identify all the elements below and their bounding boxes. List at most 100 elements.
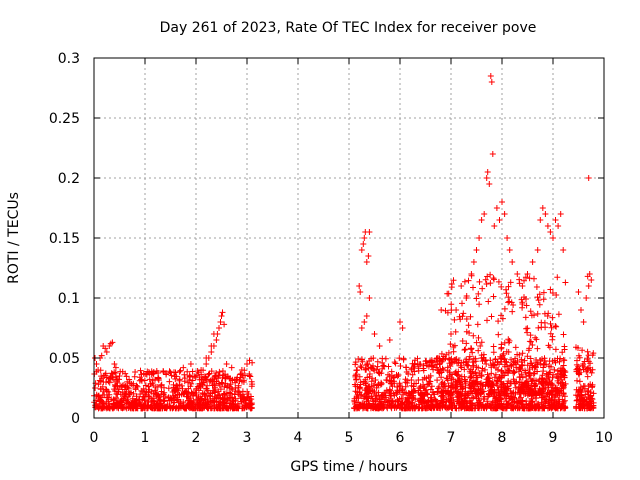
data-point — [391, 378, 398, 385]
data-point — [560, 385, 567, 392]
data-point — [482, 276, 489, 283]
data-point — [500, 350, 507, 357]
data-point — [410, 388, 417, 395]
data-point — [536, 376, 543, 383]
data-point — [371, 404, 378, 410]
data-point — [166, 368, 173, 375]
data-point — [232, 384, 239, 391]
data-point — [385, 371, 391, 378]
data-point — [415, 405, 422, 412]
data-point — [552, 359, 559, 366]
data-point — [491, 276, 497, 283]
data-point — [519, 283, 526, 289]
data-point — [453, 371, 460, 378]
data-point — [109, 403, 116, 410]
data-point — [544, 223, 551, 229]
data-point — [494, 377, 500, 384]
data-point — [366, 295, 373, 301]
data-point — [229, 386, 236, 393]
data-point — [590, 350, 597, 357]
data-point — [97, 385, 104, 392]
data-point — [386, 337, 393, 343]
x-tick-label: 6 — [396, 430, 405, 446]
data-point — [487, 383, 494, 390]
data-point — [385, 363, 392, 370]
data-point — [354, 405, 361, 412]
data-point — [506, 395, 513, 402]
data-point — [391, 403, 398, 410]
data-point — [107, 375, 114, 382]
data-point — [510, 394, 517, 401]
data-point — [380, 362, 387, 369]
data-point — [213, 398, 220, 405]
data-point — [152, 387, 158, 394]
data-point — [474, 321, 481, 328]
data-point — [515, 389, 521, 396]
data-point — [577, 405, 583, 411]
data-point — [198, 367, 205, 373]
data-point — [541, 390, 547, 397]
data-point — [509, 259, 516, 265]
data-point — [551, 366, 558, 373]
data-point — [487, 357, 494, 364]
data-point — [549, 381, 556, 388]
data-point — [452, 356, 459, 363]
data-point — [475, 364, 482, 371]
data-point — [526, 275, 533, 282]
data-point — [494, 359, 501, 366]
data-point — [249, 381, 256, 388]
data-point — [395, 372, 402, 378]
data-point — [136, 377, 143, 384]
data-point — [414, 355, 421, 362]
data-point — [366, 388, 373, 395]
x-tick-label: 8 — [498, 430, 507, 446]
data-point — [579, 362, 586, 369]
data-point — [527, 332, 534, 339]
data-point — [488, 401, 495, 408]
data-point — [507, 279, 514, 286]
data-point — [477, 343, 484, 349]
data-point — [104, 404, 111, 411]
data-point — [575, 370, 582, 377]
data-point — [463, 361, 470, 368]
data-point — [555, 402, 561, 409]
data-point — [118, 397, 125, 403]
data-point — [468, 345, 475, 352]
data-point — [480, 354, 487, 361]
data-point — [417, 384, 424, 391]
data-point — [496, 398, 503, 405]
data-point — [411, 380, 418, 387]
data-point — [516, 374, 523, 381]
data-point — [480, 405, 487, 411]
data-point — [538, 324, 545, 331]
data-point — [247, 400, 254, 407]
data-point — [483, 175, 490, 181]
data-point — [109, 370, 116, 377]
data-point — [170, 381, 177, 388]
data-point — [498, 312, 504, 319]
data-point — [180, 364, 187, 371]
data-point — [541, 382, 547, 389]
data-point — [559, 402, 566, 408]
data-point — [490, 382, 497, 388]
data-point — [498, 344, 505, 351]
data-point — [506, 298, 513, 305]
data-point — [113, 391, 120, 397]
data-point — [469, 405, 476, 412]
data-point — [149, 397, 156, 404]
data-point — [141, 393, 148, 400]
data-point — [179, 385, 186, 392]
data-point — [555, 311, 562, 318]
data-point — [247, 405, 254, 412]
data-point — [366, 373, 373, 380]
data-point — [203, 385, 210, 392]
data-point — [364, 361, 371, 368]
data-point — [186, 400, 192, 407]
data-point — [498, 283, 505, 290]
data-point — [457, 316, 464, 323]
data-point — [465, 277, 472, 284]
data-point — [388, 393, 395, 399]
data-point — [557, 373, 564, 380]
data-point — [361, 387, 368, 394]
data-point — [146, 393, 153, 400]
